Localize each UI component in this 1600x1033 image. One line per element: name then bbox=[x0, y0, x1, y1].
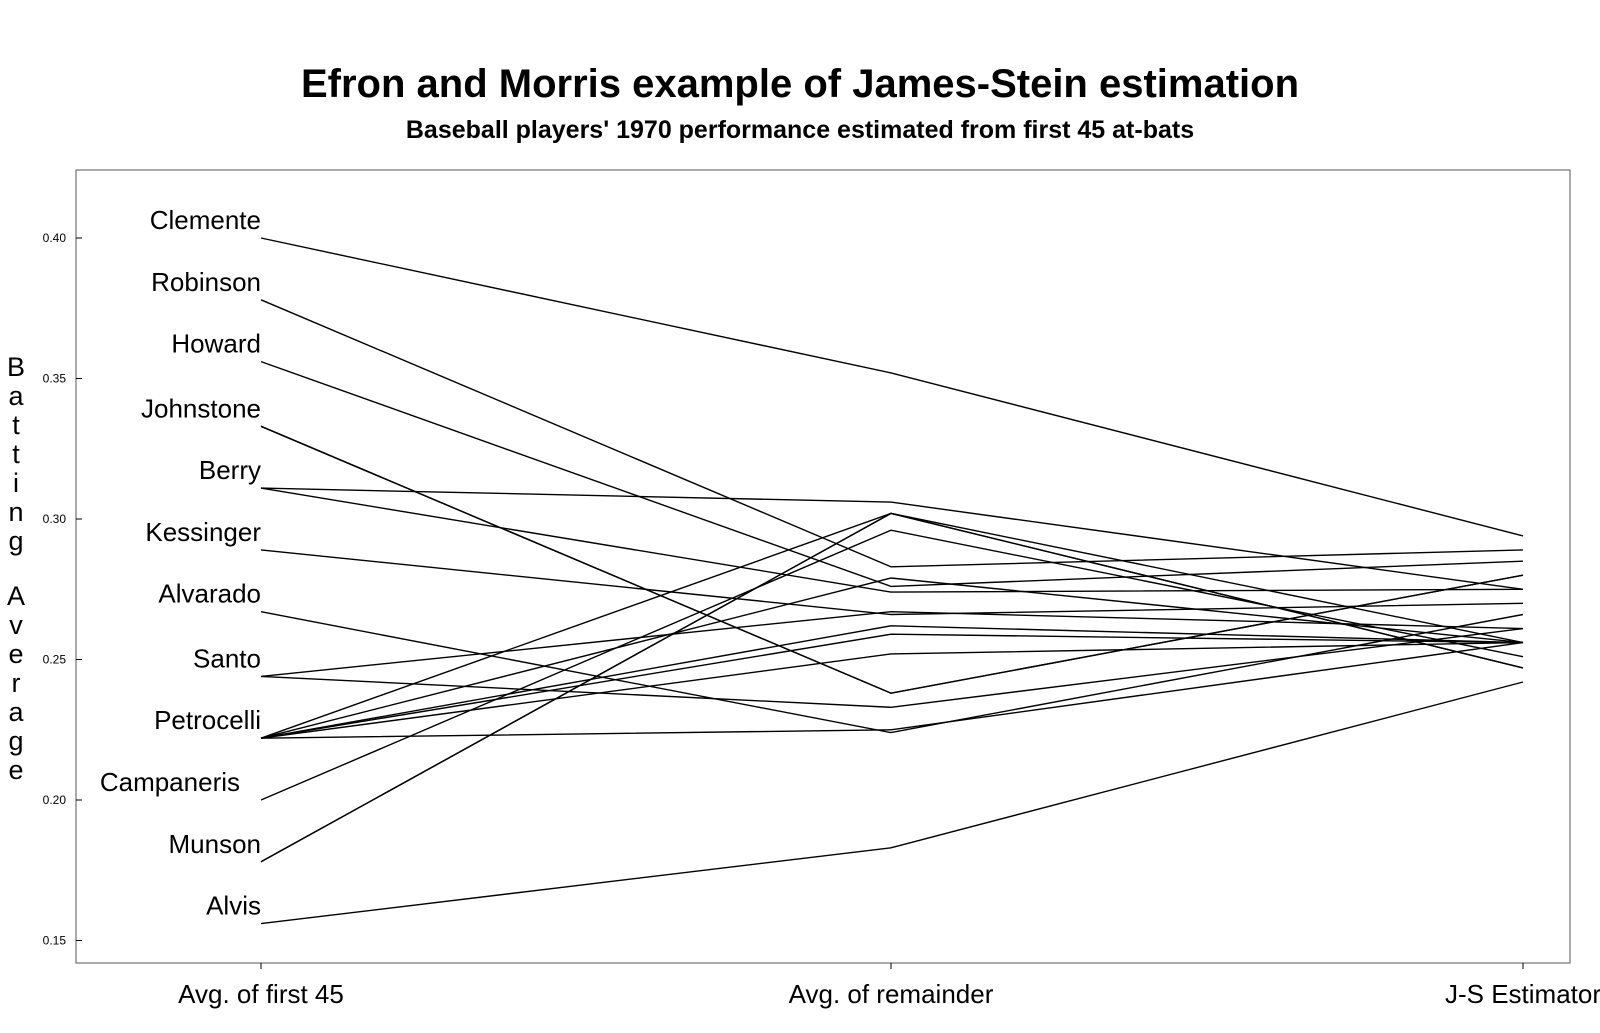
y-axis-label-char: v bbox=[9, 610, 23, 640]
y-axis-label-char: g bbox=[8, 526, 24, 556]
series-line-21 bbox=[260, 681, 1524, 925]
player-label-munson: Munson bbox=[169, 829, 262, 859]
y-axis-label-char: a bbox=[8, 697, 24, 727]
x-tick-label-2: Avg. of remainder bbox=[789, 979, 994, 1009]
player-label-santo: Santo bbox=[193, 643, 261, 673]
series-line-18 bbox=[260, 529, 1524, 801]
player-label-alvarado: Alvarado bbox=[158, 579, 261, 609]
y-tick-label-2: 0.20 bbox=[43, 793, 67, 807]
series-line-20 bbox=[260, 512, 1524, 863]
y-tick-label-4: 0.30 bbox=[43, 512, 67, 526]
y-tick-label-5: 0.35 bbox=[43, 372, 67, 386]
series-line-2 bbox=[260, 299, 1524, 568]
series-line-14 bbox=[260, 625, 1524, 739]
player-label-howard: Howard bbox=[171, 329, 261, 359]
series-line-7 bbox=[260, 487, 1524, 593]
series-line-13 bbox=[260, 577, 1524, 739]
player-label-campaneris: Campaneris bbox=[100, 767, 240, 797]
plot-frame bbox=[75, 169, 1571, 964]
chart-title: Efron and Morris example of James-Stein … bbox=[300, 62, 1300, 106]
series-line-19 bbox=[260, 512, 1524, 863]
player-label-clemente: Clemente bbox=[150, 205, 261, 235]
y-axis-label-char: B bbox=[6, 352, 25, 382]
y-axis-label-char: n bbox=[8, 497, 24, 527]
y-axis-label-char: t bbox=[12, 410, 20, 440]
y-axis-label-char: e bbox=[8, 639, 24, 669]
series-line-5 bbox=[260, 425, 1524, 694]
x-tick-label-3: J-S Estimator bbox=[1445, 979, 1600, 1009]
chart-subtitle: Baseball players' 1970 performance estim… bbox=[405, 116, 1195, 144]
y-axis-label-char: i bbox=[13, 468, 19, 498]
y-axis-label-char: r bbox=[11, 668, 21, 698]
series-line-4 bbox=[260, 425, 1524, 694]
player-label-alvis: Alvis bbox=[206, 891, 261, 921]
y-axis-label-char: A bbox=[6, 581, 25, 611]
player-label-robinson: Robinson bbox=[151, 267, 261, 297]
y-tick-label-6: 0.40 bbox=[43, 231, 67, 245]
player-label-berry: Berry bbox=[199, 455, 261, 485]
y-axis-label-char: e bbox=[8, 755, 24, 785]
series-line-1 bbox=[260, 237, 1524, 537]
y-tick-label-1: 0.15 bbox=[43, 934, 67, 948]
series-line-3 bbox=[260, 360, 1524, 588]
series-line-9 bbox=[260, 611, 1524, 734]
player-label-johnstone: Johnstone bbox=[141, 393, 261, 423]
series-line-6 bbox=[260, 487, 1524, 590]
player-label-petrocelli: Petrocelli bbox=[154, 705, 261, 735]
y-axis-label-char: t bbox=[12, 439, 20, 469]
series-line-8 bbox=[260, 549, 1524, 616]
y-axis-label-char: g bbox=[8, 726, 24, 756]
series-line-17 bbox=[260, 641, 1524, 739]
x-tick-label-1: Avg. of first 45 bbox=[178, 979, 344, 1009]
player-label-kessinger: Kessinger bbox=[145, 517, 261, 547]
series-line-11 bbox=[260, 627, 1524, 709]
y-axis-label-char: a bbox=[8, 381, 24, 411]
series-line-10 bbox=[260, 610, 1524, 678]
series-line-15 bbox=[260, 633, 1524, 739]
y-tick-label-3: 0.25 bbox=[43, 653, 67, 667]
